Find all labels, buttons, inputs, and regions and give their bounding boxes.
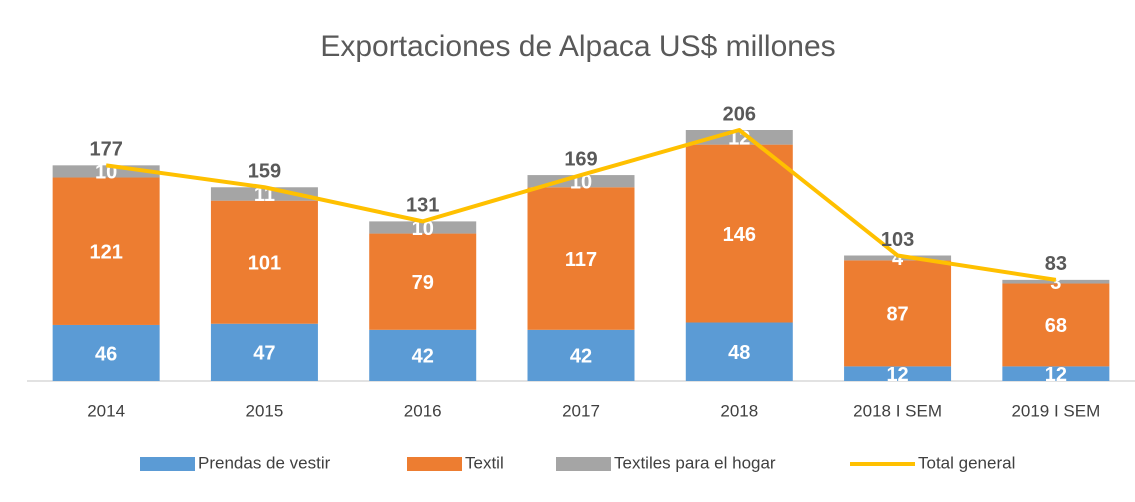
- data-label: 3: [1050, 272, 1061, 294]
- data-label: 10: [412, 218, 434, 240]
- bar-segment: [844, 255, 952, 261]
- data-label: 121: [89, 242, 122, 264]
- legend-label: Prendas de vestir: [198, 453, 331, 472]
- bar-segment: [210, 187, 318, 201]
- bar-segment: [685, 322, 793, 381]
- data-label: 46: [95, 343, 117, 365]
- total-label: 83: [1045, 253, 1067, 275]
- bar-segment: [685, 130, 793, 145]
- legend-label: Textiles para el hogar: [614, 453, 776, 472]
- bar-segment: [1002, 283, 1110, 367]
- bar-segment: [844, 366, 952, 381]
- bar-segment: [369, 329, 477, 381]
- x-tick-label: 2015: [246, 401, 284, 420]
- data-label: 68: [1045, 315, 1067, 337]
- total-label: 103: [881, 229, 914, 251]
- total-line: [105, 128, 1057, 282]
- data-label: 47: [253, 343, 275, 365]
- legend-swatch: [407, 457, 462, 471]
- bar-segment: [210, 323, 318, 381]
- total-label: 206: [723, 103, 756, 125]
- total-label: 177: [89, 139, 122, 161]
- bar-segment: [52, 324, 160, 381]
- data-label: 48: [728, 342, 750, 364]
- data-label: 146: [723, 224, 756, 246]
- bar-segment: [1002, 366, 1110, 381]
- total-label: 131: [406, 195, 439, 217]
- bar-segment: [369, 233, 477, 330]
- bar-segment: [685, 144, 793, 323]
- data-label: 87: [886, 304, 908, 326]
- data-label: 101: [248, 252, 281, 274]
- bar-segment: [527, 329, 635, 381]
- chart-title: Exportaciones de Alpaca US$ millones: [320, 30, 835, 63]
- data-label: 42: [570, 346, 592, 368]
- bar-segment: [52, 177, 160, 325]
- legend-swatch: [140, 457, 195, 471]
- x-tick-label: 2016: [404, 401, 442, 420]
- data-label: 12: [1045, 364, 1067, 386]
- x-tick-label: 2019 I SEM: [1011, 401, 1100, 420]
- bar-segment: [1002, 279, 1110, 284]
- x-tick-label: 2014: [87, 401, 125, 420]
- legend-label: Textil: [465, 453, 504, 472]
- bar-segment: [844, 260, 952, 367]
- total-label: 169: [564, 148, 597, 170]
- total-label: 159: [248, 161, 281, 183]
- data-label: 12: [886, 364, 908, 386]
- bar-segment: [369, 221, 477, 234]
- x-tick-label: 2017: [562, 401, 600, 420]
- x-tick-label: 2018: [720, 401, 758, 420]
- bar-segment: [210, 200, 318, 324]
- data-label: 42: [412, 346, 434, 368]
- legend-swatch: [556, 457, 611, 471]
- legend-label: Total general: [918, 453, 1015, 472]
- bar-segment: [527, 187, 635, 330]
- data-label: 117: [565, 249, 597, 271]
- data-label: 79: [412, 272, 434, 294]
- x-tick-label: 2018 I SEM: [853, 401, 942, 420]
